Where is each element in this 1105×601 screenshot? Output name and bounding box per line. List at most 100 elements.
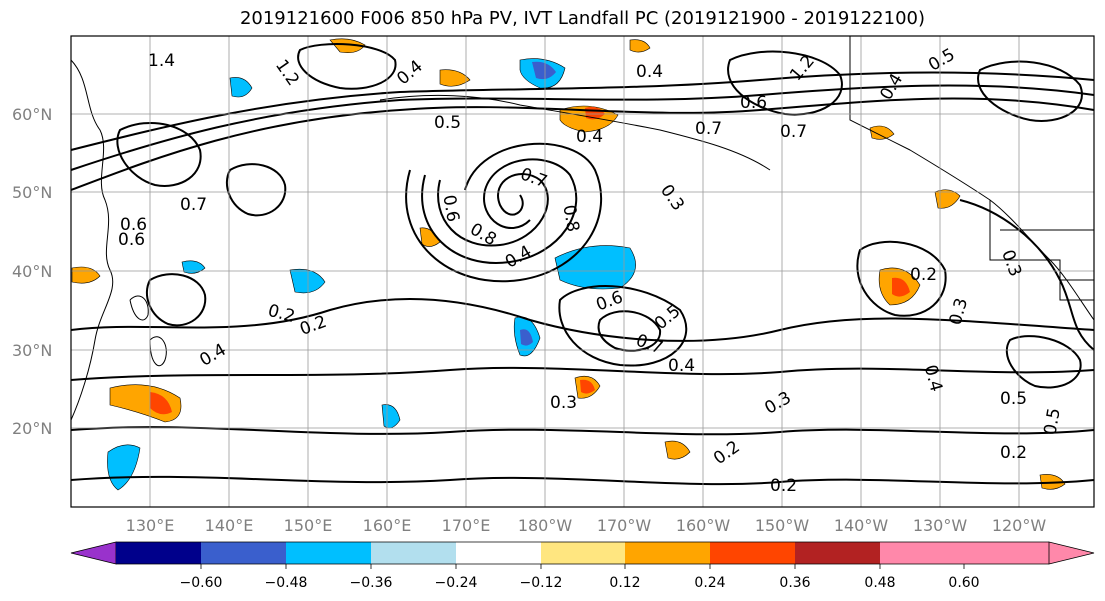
lon-label: 120°W [992, 516, 1047, 535]
contour-line [70, 298, 1095, 342]
colorbar-tick-label: −0.60 [180, 575, 223, 591]
colorbar-left-extension [70, 541, 117, 565]
contour-label: 0.7 [695, 119, 722, 139]
colorbar-segment [710, 542, 795, 564]
contour-label: 0.7 [780, 122, 807, 142]
contour-label: 0.7 [180, 195, 207, 215]
pv-negative-region [229, 77, 253, 98]
contour-line [1005, 335, 1082, 389]
colorbar-segment [201, 542, 286, 564]
colorbar-segment [795, 542, 880, 564]
contour-label: 0.6 [120, 215, 147, 235]
pv-strong-positive-region [150, 392, 172, 415]
colorbar-segment [625, 542, 710, 564]
lat-label-30n: 30°N [12, 341, 52, 360]
pv-strong-positive-region [580, 379, 595, 394]
lat-label-60n: 60°N [12, 105, 52, 124]
coastline [989, 200, 1094, 301]
contour-label: 0.4 [576, 127, 603, 147]
pv-shading [71, 38, 1066, 491]
contour-label: 0.6 [118, 230, 145, 250]
contour-label: 0.5 [434, 113, 461, 133]
colorbar-segment [456, 542, 541, 564]
contour-line [70, 366, 1095, 381]
colorbar-segment [541, 542, 625, 564]
longitude-labels: 130°E 140°E 150°E 160°E 170°E 180°W 170°… [126, 516, 1047, 535]
pv-negative-region [289, 268, 326, 294]
pv-positive-region [329, 38, 366, 53]
lon-label: 180°W [518, 516, 573, 535]
colorbar-tick-label: 0.48 [864, 575, 895, 591]
lon-label: 140°W [834, 516, 889, 535]
colorbar-segment [964, 542, 1049, 564]
colorbar-tick-label: −0.36 [350, 575, 393, 591]
lat-label-20n: 20°N [12, 419, 52, 438]
pv-strong-negative-region [532, 61, 556, 80]
contour-line [70, 84, 1095, 171]
contour-label: 0.3 [550, 393, 577, 413]
pv-positive-region [869, 125, 895, 140]
colorbar: −0.60 −0.48 −0.36 −0.24 −0.12 0.12 0.24 … [70, 541, 1095, 591]
contour-label: 0.8 [558, 203, 582, 233]
colorbar-tick-label: 0.60 [948, 575, 979, 591]
colorbar-ticks [200, 564, 965, 569]
latitude-labels: 60°N 50°N 40°N 30°N 20°N [12, 105, 52, 438]
coastline [849, 36, 1095, 321]
pv-positive-region [629, 39, 651, 53]
contour-line [558, 285, 688, 367]
colorbar-tick-label: 0.24 [694, 575, 725, 591]
contour-line [70, 71, 1095, 151]
map-panel: 1.4 1.2 0.4 0.4 0.5 1.2 0.6 0.7 0.7 0.3 … [70, 35, 1095, 508]
contour-label: 0.6 [438, 193, 462, 223]
coastline [379, 94, 771, 171]
colorbar-tick-label: −0.12 [520, 575, 563, 591]
lon-label: 130°E [126, 516, 175, 535]
coastline [70, 59, 114, 421]
ivt-contours [70, 43, 1095, 486]
colorbar-segment [880, 542, 964, 564]
lat-label-50n: 50°N [12, 183, 52, 202]
contour-line [977, 60, 1083, 122]
lon-label: 170°E [442, 516, 491, 535]
colorbar-segment [286, 542, 371, 564]
contour-label: 1.4 [148, 51, 175, 71]
contour-line [405, 142, 603, 283]
coastline [129, 295, 149, 321]
lon-label: 150°W [755, 516, 810, 535]
contour-line [856, 240, 947, 317]
contour-label: 0.2 [910, 265, 937, 285]
contour-line [225, 163, 287, 217]
pv-strong-negative-region [520, 329, 533, 346]
colorbar-tick-label: 0.36 [779, 575, 810, 591]
lon-label: 160°W [676, 516, 731, 535]
pv-negative-region [107, 444, 141, 491]
coastlines [70, 36, 1095, 421]
contour-label: 0.4 [668, 356, 695, 376]
colorbar-tick-label: 0.12 [609, 575, 640, 591]
colorbar-right-extension [1048, 541, 1095, 565]
contour-line [70, 97, 1095, 191]
pv-positive-region [664, 440, 691, 460]
contour-line [437, 173, 549, 247]
contour-line [116, 122, 202, 187]
colorbar-tick-label: −0.48 [265, 575, 308, 591]
lon-label: 150°E [284, 516, 333, 535]
contour-label: 0.6 [740, 93, 767, 113]
contour-line [70, 475, 1095, 486]
contour-label: 0.5 [1040, 406, 1064, 436]
colorbar-segment [371, 542, 456, 564]
lon-label: 130°W [913, 516, 968, 535]
gridlines [71, 36, 1094, 507]
contour-label: 0.2 [770, 476, 797, 496]
pv-positive-region [439, 69, 471, 87]
lon-label: 140°E [205, 516, 254, 535]
colorbar-segment [116, 542, 201, 564]
lat-label-40n: 40°N [12, 262, 52, 281]
lon-label: 160°E [363, 516, 412, 535]
contour-line [70, 426, 1095, 436]
contour-label: 0.4 [636, 62, 663, 82]
pv-negative-region [181, 260, 206, 274]
pv-negative-region [554, 245, 636, 290]
pv-strong-positive-region [892, 277, 910, 297]
